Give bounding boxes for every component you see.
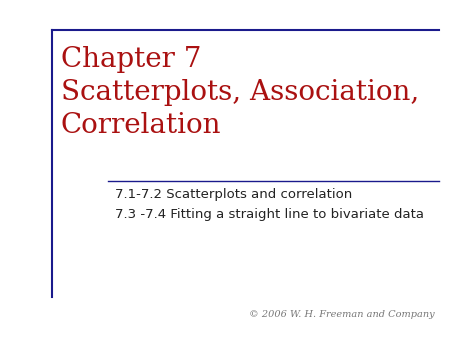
- Text: 7.3 -7.4 Fitting a straight line to bivariate data: 7.3 -7.4 Fitting a straight line to biva…: [115, 208, 424, 221]
- Text: © 2006 W. H. Freeman and Company: © 2006 W. H. Freeman and Company: [248, 310, 434, 319]
- Text: Chapter 7
Scatterplots, Association,
Correlation: Chapter 7 Scatterplots, Association, Cor…: [61, 46, 419, 139]
- Text: 7.1-7.2 Scatterplots and correlation: 7.1-7.2 Scatterplots and correlation: [115, 188, 352, 200]
